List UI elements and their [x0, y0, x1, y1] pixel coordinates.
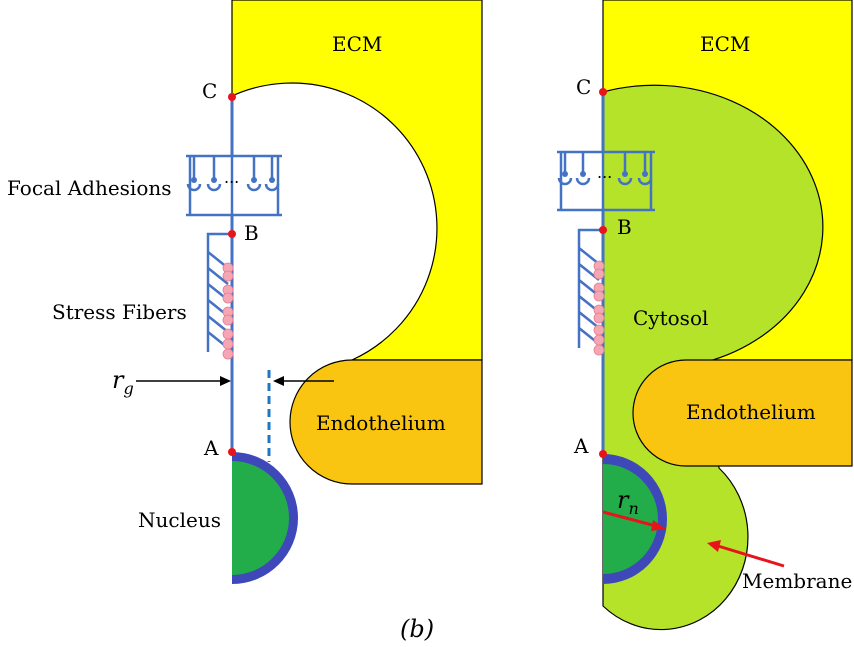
right-ecm-label: ECM — [700, 32, 750, 56]
left-stress-fibers-label: Stress Fibers — [52, 300, 187, 324]
left-ecm-label: ECM — [332, 32, 382, 56]
right-membrane-label: Membrane — [742, 569, 852, 593]
right-focal-adhesions — [557, 150, 655, 212]
left-endothelium-label: Endothelium — [316, 411, 446, 435]
left-endothelium-region — [289, 359, 483, 485]
right-point-c-marker — [599, 88, 607, 96]
right-panel: ... — [557, 0, 853, 631]
right-membrane-arrow — [707, 540, 785, 568]
left-focal-adhesions — [186, 154, 282, 217]
right-point-c-label: C — [576, 75, 591, 99]
left-nucleus — [232, 461, 289, 575]
right-integrin-heads — [562, 171, 648, 177]
right-rn-arrow — [602, 510, 666, 531]
left-rg-arrow — [136, 376, 231, 386]
left-point-c-label: C — [202, 79, 217, 103]
right-point-b-label: B — [617, 215, 632, 239]
right-point-b-marker — [599, 226, 607, 234]
left-fa-dots: ... — [224, 168, 239, 187]
figure-label: (b) — [400, 615, 434, 643]
right-fa-dots: ... — [597, 163, 612, 182]
left-point-a-marker — [228, 448, 236, 456]
right-rn-label: rn — [617, 486, 639, 518]
left-focal-adhesions-label: Focal Adhesions — [7, 176, 172, 200]
right-endothelium-label: Endothelium — [686, 400, 816, 424]
left-rg-label: rg — [112, 366, 134, 398]
left-nucleus-label: Nucleus — [138, 508, 221, 532]
left-point-c-marker — [228, 93, 236, 101]
left-stress-fiber-myosin — [222, 262, 234, 360]
right-point-a-label: A — [573, 434, 589, 458]
right-cytosol-label: Cytosol — [633, 306, 708, 330]
right-endothelium-region — [632, 359, 853, 467]
left-point-b-label: B — [244, 221, 259, 245]
left-integrin-heads — [191, 177, 275, 183]
left-point-a-label: A — [203, 436, 219, 460]
left-gap-arrow — [273, 376, 334, 386]
left-ecm-region — [231, 0, 483, 361]
right-point-a-marker — [599, 450, 607, 458]
left-panel: ... — [7, 0, 483, 584]
right-stress-fiber-myosin — [593, 260, 605, 356]
left-point-b-marker — [228, 230, 236, 238]
